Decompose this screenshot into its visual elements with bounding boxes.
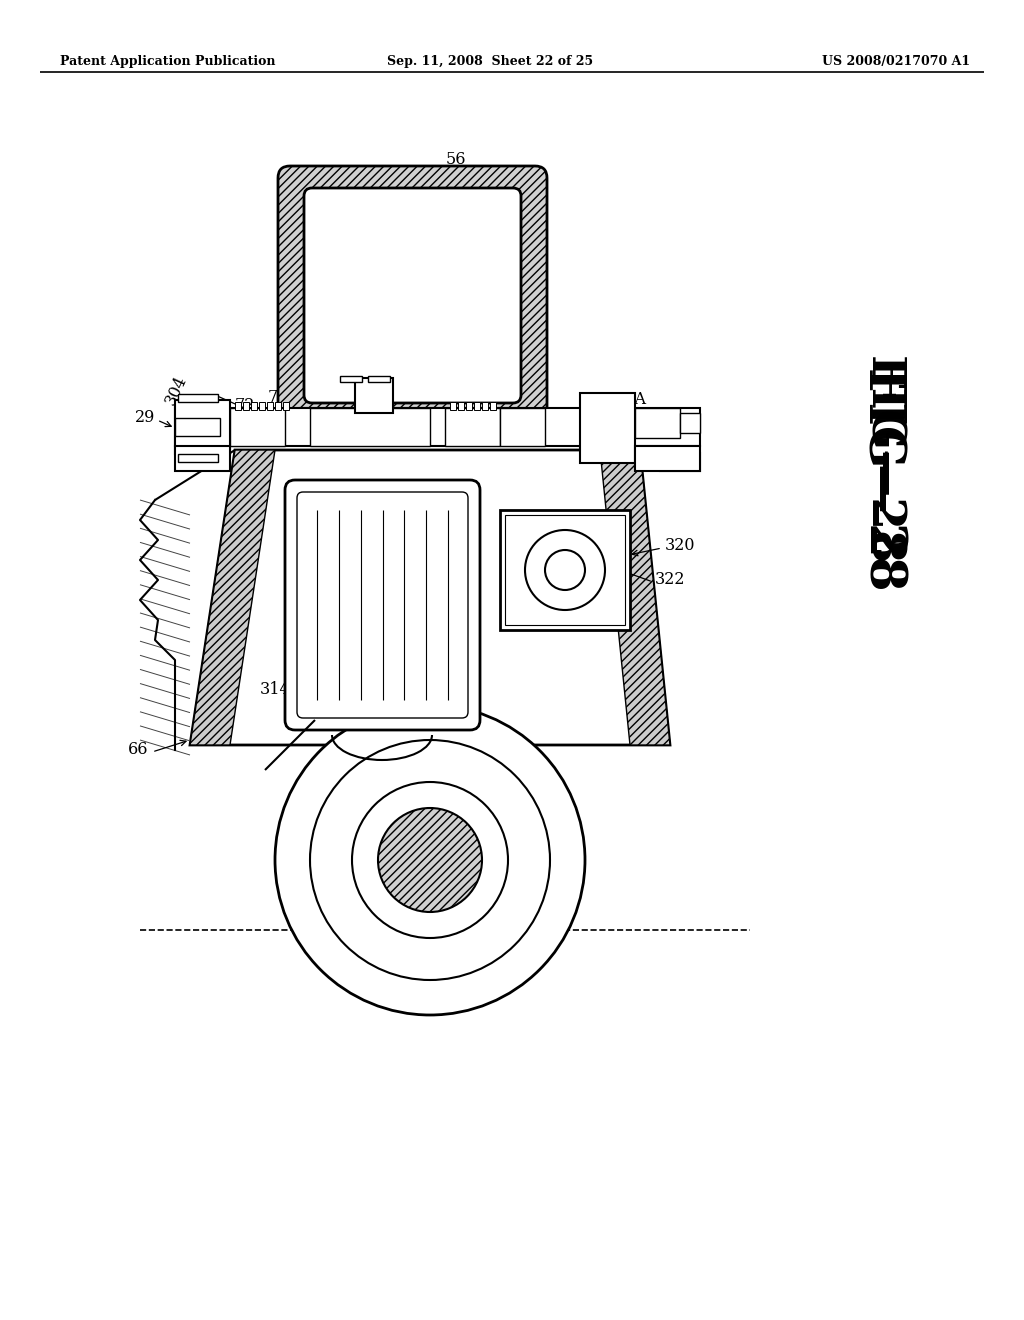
- Bar: [490, 403, 496, 411]
- FancyBboxPatch shape: [278, 166, 547, 425]
- Bar: [175, 446, 230, 471]
- Bar: [680, 413, 700, 433]
- Bar: [474, 403, 480, 411]
- FancyBboxPatch shape: [297, 492, 468, 718]
- Bar: [275, 403, 281, 411]
- Bar: [450, 403, 456, 411]
- Bar: [505, 515, 625, 624]
- Circle shape: [275, 705, 585, 1015]
- Bar: [230, 408, 285, 446]
- Bar: [355, 378, 393, 413]
- Circle shape: [378, 808, 482, 912]
- Text: 74: 74: [510, 424, 530, 441]
- FancyBboxPatch shape: [285, 480, 480, 730]
- Text: 76: 76: [268, 389, 289, 407]
- Text: 56: 56: [445, 150, 466, 168]
- Bar: [310, 408, 430, 446]
- Circle shape: [352, 781, 508, 939]
- Bar: [500, 408, 545, 446]
- Bar: [580, 393, 635, 463]
- Circle shape: [545, 550, 585, 590]
- Bar: [175, 408, 700, 446]
- Text: 320: 320: [665, 536, 695, 553]
- Circle shape: [525, 531, 605, 610]
- Text: 66: 66: [128, 742, 148, 759]
- Text: FIG—28: FIG—28: [859, 355, 905, 565]
- Bar: [175, 418, 220, 436]
- Bar: [251, 403, 257, 411]
- Bar: [660, 453, 700, 471]
- Bar: [300, 408, 525, 426]
- Text: 314: 314: [259, 681, 290, 698]
- Bar: [234, 403, 241, 411]
- Text: Patent Application Publication: Patent Application Publication: [60, 55, 275, 69]
- Bar: [500, 510, 630, 630]
- Bar: [178, 454, 218, 462]
- Text: 78: 78: [530, 400, 551, 417]
- Text: 72: 72: [234, 396, 255, 413]
- Text: 304: 304: [162, 372, 190, 408]
- Polygon shape: [190, 450, 275, 744]
- Bar: [368, 376, 390, 381]
- FancyBboxPatch shape: [304, 187, 521, 403]
- Bar: [635, 446, 700, 471]
- Text: 68A: 68A: [615, 392, 647, 408]
- Bar: [259, 403, 265, 411]
- Text: 306: 306: [395, 433, 426, 450]
- Bar: [458, 403, 464, 411]
- Text: 28: 28: [855, 525, 904, 595]
- Circle shape: [310, 741, 550, 979]
- Bar: [466, 403, 472, 411]
- Text: 322: 322: [655, 572, 685, 589]
- Text: Sep. 11, 2008  Sheet 22 of 25: Sep. 11, 2008 Sheet 22 of 25: [387, 55, 593, 69]
- Bar: [267, 403, 273, 411]
- Text: US 2008/0217070 A1: US 2008/0217070 A1: [822, 55, 970, 69]
- Text: 29: 29: [134, 409, 155, 426]
- Text: 312: 312: [325, 540, 355, 557]
- Polygon shape: [190, 450, 670, 744]
- Bar: [482, 403, 488, 411]
- Text: FIG: FIG: [855, 370, 904, 471]
- Bar: [283, 403, 289, 411]
- Text: 310: 310: [309, 433, 340, 450]
- Bar: [635, 408, 680, 438]
- Bar: [178, 393, 218, 403]
- Polygon shape: [600, 450, 670, 744]
- Bar: [243, 403, 249, 411]
- Text: —: —: [855, 465, 904, 515]
- Bar: [340, 376, 362, 381]
- Bar: [175, 400, 230, 454]
- Text: 29: 29: [670, 432, 690, 449]
- Bar: [445, 408, 500, 446]
